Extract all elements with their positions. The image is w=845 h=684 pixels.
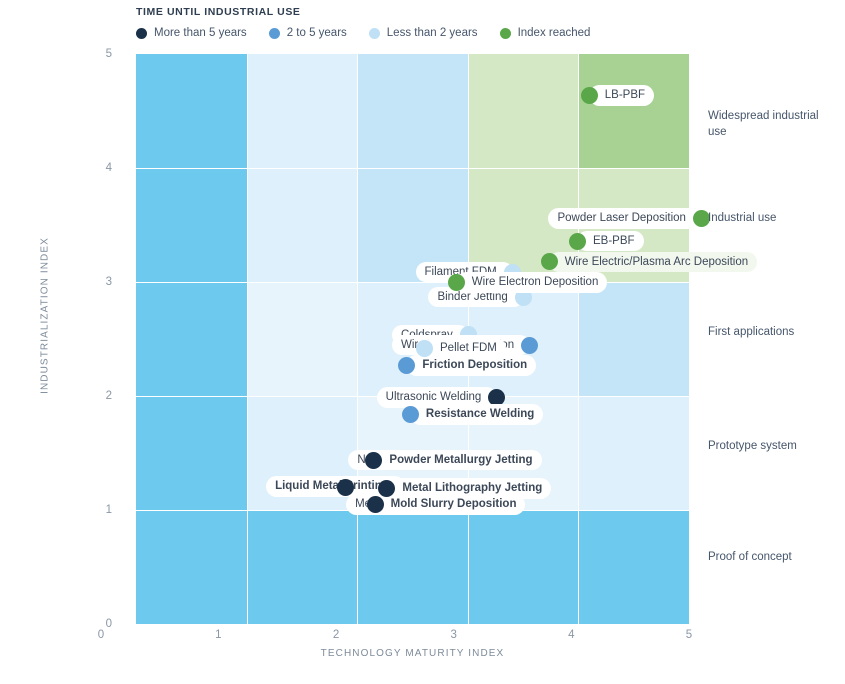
x-axis-tick-label: 4 [568, 629, 575, 641]
y-axis-tick-label: 3 [105, 276, 112, 288]
band-label: First applications [708, 326, 795, 339]
grid-cell [136, 510, 247, 624]
grid-cell [467, 54, 579, 168]
data-point-label: Powder Metallurgy Jetting [373, 449, 542, 471]
grid-cell [136, 282, 247, 396]
y-axis-tick-label: 5 [105, 48, 112, 60]
band-label: Proof of concept [708, 550, 792, 563]
x-axis-tick-label: 3 [450, 629, 457, 641]
data-points-layer: LB-PBF Powder Laser Deposition EB-PBF Wire … [136, 54, 758, 624]
legend-item[interactable]: Index reached [499, 27, 591, 39]
data-point-label: Liquid Metal Printing [266, 476, 405, 497]
data-point-marker[interactable] [521, 336, 539, 354]
data-point-marker[interactable] [514, 288, 532, 306]
data-point-marker[interactable] [416, 339, 434, 357]
x-axis-tick-label: 2 [332, 629, 340, 641]
legend-item[interactable]: More than 5 years [136, 27, 247, 39]
grid-cell [578, 282, 689, 396]
data-point[interactable]: Pellet FDM [416, 338, 506, 359]
grid-cell [136, 168, 247, 282]
grid-cell [246, 282, 358, 396]
band-label: Prototype system [708, 440, 797, 453]
y-axis-tick-label: 1 [105, 504, 112, 516]
data-point[interactable]: LB-PBF [580, 85, 655, 106]
grid-cell [357, 510, 468, 624]
legend-color-swatch [136, 27, 147, 39]
data-point-label: Wire Electron Deposition [455, 272, 608, 293]
data-point[interactable]: Mold Slurry Deposition [366, 494, 526, 515]
grid-cell [467, 510, 579, 624]
data-point-label: Mold Slurry Deposition [374, 494, 526, 515]
grid-cell [246, 510, 358, 624]
data-point[interactable]: Friction Deposition [398, 355, 537, 376]
band-label: Widespread industrial use [708, 109, 819, 139]
y-axis-tick-label: 2 [105, 390, 112, 402]
data-point[interactable]: Powder Laser Deposition [548, 208, 710, 229]
y-axis-tick-label: 4 [105, 162, 112, 174]
plot-area: LB-PBF Powder Laser Deposition EB-PBF Wire … [136, 54, 758, 624]
x-axis-title: TECHNOLOGY MATURITY INDEX [320, 648, 505, 659]
data-point-marker[interactable] [401, 406, 419, 424]
data-point-label: Wire Electric/Plasma Arc Deposition [548, 251, 758, 272]
data-point-marker[interactable] [540, 253, 558, 271]
data-point[interactable]: Ultrasonic Welding [376, 387, 506, 408]
data-point-label: Ultrasonic Welding [376, 387, 498, 408]
x-axis-tick-label: 1 [215, 629, 222, 641]
legend-color-swatch [368, 27, 380, 39]
grid-cell [578, 54, 689, 168]
data-point-marker[interactable] [692, 209, 710, 227]
data-point[interactable]: Wire Electron Deposition [447, 272, 608, 293]
data-point-marker[interactable] [378, 480, 396, 498]
legend-item-label: Index reached [517, 27, 591, 39]
y-axis-title: INDUSTRIALIZATION INDEX [39, 237, 51, 394]
legend-item[interactable]: Less than 2 years [368, 27, 478, 39]
grid-cell [246, 168, 358, 282]
data-point-marker[interactable] [366, 496, 384, 514]
data-point-label: EB-PBF [576, 231, 644, 252]
data-point-label: Powder Laser Deposition [548, 208, 702, 229]
legend-title: TIME UNTIL INDUSTRIAL USE [136, 6, 301, 18]
legend: TIME UNTIL INDUSTRIAL USE More than 5 ye… [136, 6, 590, 39]
data-point[interactable]: Powder Metallurgy Jetting [365, 449, 542, 471]
grid-cell [357, 54, 468, 168]
x-axis-tick-label: 0 [97, 629, 105, 641]
x-axis-tick-label: 5 [685, 629, 693, 641]
data-point-marker[interactable] [447, 273, 465, 291]
data-point-marker[interactable] [580, 86, 598, 104]
band-label: Industrial use [708, 212, 777, 225]
legend-color-swatch [268, 27, 280, 39]
grid-cell [246, 54, 358, 168]
data-point[interactable]: Resistance Welding [401, 404, 544, 425]
data-point-marker[interactable] [568, 232, 586, 250]
data-point[interactable]: Metal Lithography Jetting [378, 478, 552, 499]
data-point-marker[interactable] [365, 451, 383, 469]
grid-cell [578, 510, 689, 624]
legend-item-label: More than 5 years [154, 27, 247, 39]
data-point-label: LB-PBF [588, 85, 655, 106]
legend-color-swatch [499, 27, 511, 39]
grid-cell [136, 54, 247, 168]
legend-item-label: 2 to 5 years [286, 27, 347, 39]
grid-cell [136, 396, 247, 510]
grid-background [136, 54, 689, 624]
legend-item[interactable]: 2 to 5 years [268, 27, 347, 39]
data-point-label: Resistance Welding [409, 404, 544, 425]
data-point[interactable]: Wire Electric/Plasma Arc Deposition [540, 251, 758, 272]
legend-item-label: Less than 2 years [386, 27, 478, 39]
grid-cell [578, 396, 689, 510]
data-point-marker[interactable] [336, 478, 354, 496]
data-point-marker[interactable] [488, 388, 506, 406]
legend-items: More than 5 years 2 to 5 years Less than 2… [136, 27, 590, 39]
y-axis-tick-label: 0 [105, 618, 112, 630]
data-point-label: Friction Deposition [406, 355, 537, 376]
data-point-label: Metal Lithography Jetting [386, 478, 552, 499]
data-point-marker[interactable] [398, 357, 416, 375]
data-point[interactable]: EB-PBF [568, 231, 644, 252]
